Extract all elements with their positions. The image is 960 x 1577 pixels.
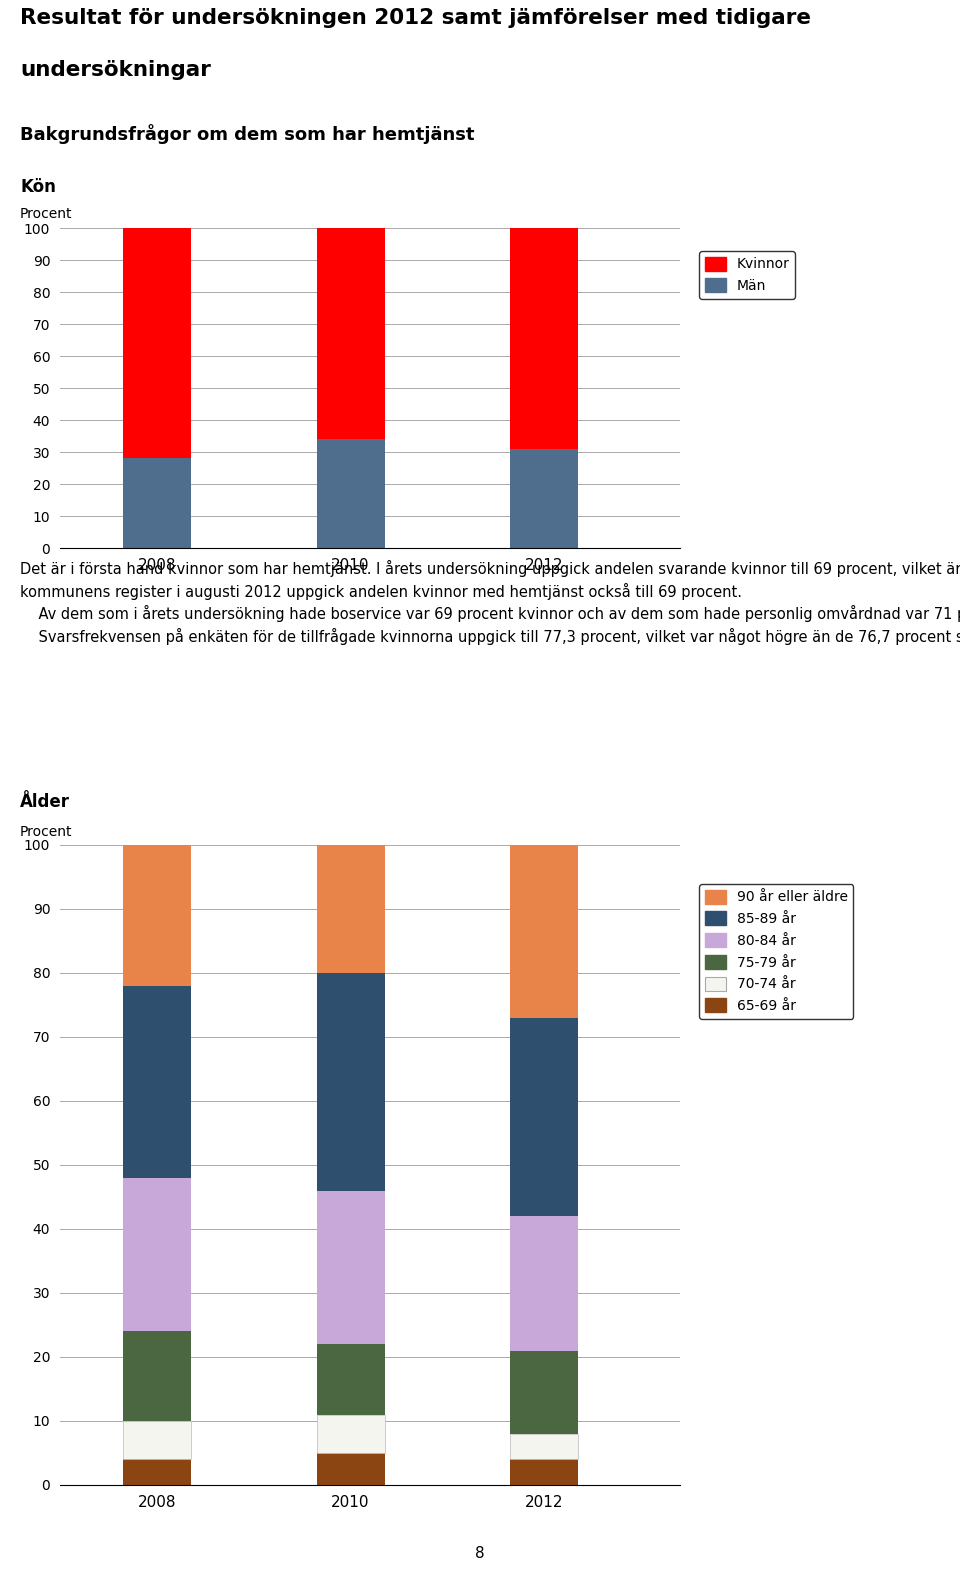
Bar <box>511 1350 578 1433</box>
Bar <box>123 459 191 547</box>
Bar <box>511 845 578 1017</box>
Bar <box>123 986 191 1178</box>
Bar <box>123 1331 191 1421</box>
Bar <box>123 1178 191 1331</box>
Bar <box>123 845 191 986</box>
Legend: 90 år eller äldre, 85-89 år, 80-84 år, 75-79 år, 70-74 år, 65-69 år: 90 år eller äldre, 85-89 år, 80-84 år, 7… <box>699 885 853 1019</box>
Text: Bakgrundsfrågor om dem som har hemtjänst: Bakgrundsfrågor om dem som har hemtjänst <box>20 125 474 145</box>
Bar <box>511 1459 578 1486</box>
Bar <box>123 1459 191 1486</box>
Bar <box>317 440 385 547</box>
Text: Resultat för undersökningen 2012 samt jämförelser med tidigare: Resultat för undersökningen 2012 samt jä… <box>20 8 811 28</box>
Legend: Kvinnor, Män: Kvinnor, Män <box>699 251 795 298</box>
Text: undersökningar: undersökningar <box>20 60 211 80</box>
Bar <box>511 229 578 449</box>
Text: Procent: Procent <box>20 208 73 221</box>
Bar <box>511 1017 578 1216</box>
Bar <box>511 1433 578 1459</box>
Bar <box>317 1344 385 1415</box>
Bar <box>317 845 385 973</box>
Bar <box>317 1191 385 1344</box>
Bar <box>317 229 385 440</box>
Bar <box>123 229 191 459</box>
Text: Ålder: Ålder <box>20 793 70 811</box>
Text: Kön: Kön <box>20 178 56 196</box>
Bar <box>511 449 578 547</box>
Bar <box>123 1421 191 1459</box>
Text: Procent: Procent <box>20 825 73 839</box>
Bar <box>511 1216 578 1350</box>
Bar <box>317 973 385 1191</box>
Text: Det är i första hand kvinnor som har hemtjänst. I årets undersökning uppgick and: Det är i första hand kvinnor som har hem… <box>20 560 960 645</box>
Bar <box>317 1452 385 1486</box>
Text: 8: 8 <box>475 1545 485 1561</box>
Bar <box>317 1415 385 1452</box>
